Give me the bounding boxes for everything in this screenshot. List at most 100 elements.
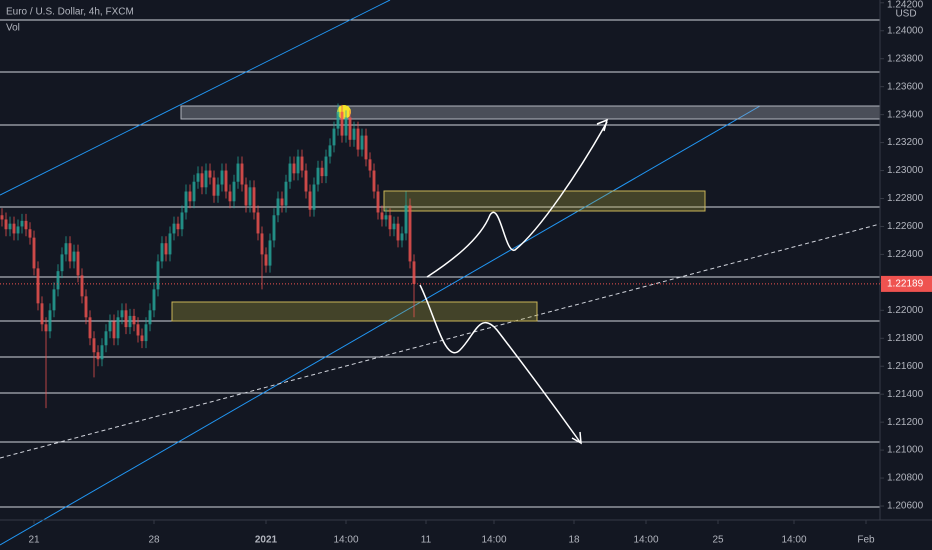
- x-tick-label: 28: [148, 535, 160, 546]
- candle-body: [272, 215, 276, 241]
- candle-body: [32, 237, 36, 269]
- candle-body: [92, 338, 96, 353]
- candle-body: [36, 268, 40, 304]
- candle-body: [216, 184, 220, 196]
- candle-body: [228, 191, 232, 202]
- candle-body: [224, 170, 228, 192]
- candle-body: [84, 296, 88, 318]
- candle-body: [20, 220, 24, 227]
- y-tick-label: 1.22800: [887, 193, 924, 204]
- candle-body: [108, 321, 112, 332]
- candle-body: [320, 167, 324, 177]
- indicator-label: Vol: [6, 23, 20, 34]
- candle-body: [8, 223, 12, 230]
- candle-body: [180, 212, 184, 230]
- y-tick-label: 1.22400: [887, 249, 924, 260]
- x-tick-label: 21: [28, 535, 40, 546]
- candle-body: [232, 181, 236, 202]
- candle-body: [276, 198, 280, 216]
- candle-body: [268, 240, 272, 266]
- candle-body: [24, 220, 28, 230]
- candle-body: [52, 289, 56, 311]
- last-price-label: 1.22189: [887, 279, 924, 290]
- candle-body: [344, 117, 348, 136]
- y-tick-label: 1.22600: [887, 221, 924, 232]
- candle-body: [352, 128, 356, 140]
- candle-body: [168, 233, 172, 255]
- x-tick-label: 2021: [255, 535, 278, 546]
- candle-body: [360, 135, 364, 150]
- candle-body: [64, 243, 68, 255]
- arrow-head: [596, 118, 609, 132]
- candle-body: [172, 223, 176, 234]
- candle-body: [188, 191, 192, 202]
- candle-body: [16, 226, 20, 234]
- channel-line: [0, 0, 391, 196]
- chart-title: Euro / U.S. Dollar, 4h, FXCM: [6, 7, 134, 18]
- last-price-tag: [881, 275, 932, 292]
- candle-body: [208, 170, 212, 178]
- candle-body: [160, 243, 164, 262]
- candle-body: [288, 163, 292, 182]
- candle-body: [412, 261, 416, 284]
- candle-body: [376, 191, 380, 213]
- candle-body: [148, 310, 152, 325]
- y-tick-label: 1.23800: [887, 53, 924, 64]
- y-tick-label: 1.21400: [887, 389, 924, 400]
- candle-body: [60, 254, 64, 272]
- y-tick-label: 1.23600: [887, 81, 924, 92]
- y-tick-label: 1.21200: [887, 417, 924, 428]
- candle-body: [296, 156, 300, 174]
- candle-body: [340, 111, 344, 136]
- candle-body: [104, 331, 108, 346]
- x-tick-label: 14:00: [781, 535, 806, 546]
- y-tick-label: 1.21000: [887, 445, 924, 456]
- candle-body: [176, 223, 180, 230]
- candle-body: [364, 135, 368, 160]
- candle-body: [120, 310, 124, 318]
- candle-body: [356, 128, 360, 150]
- x-tick-label: 25: [712, 535, 724, 546]
- x-tick-label: 11: [421, 535, 432, 546]
- candle-body: [48, 310, 52, 332]
- candle-body: [116, 317, 120, 339]
- candle-body: [312, 184, 316, 210]
- y-tick-label: 1.20600: [887, 501, 924, 512]
- candle-body: [40, 303, 44, 325]
- candle-body: [292, 163, 296, 174]
- y-tick-label: 1.24000: [887, 25, 924, 36]
- price-axis: [880, 0, 932, 550]
- x-tick-label: Feb: [857, 535, 875, 546]
- candle-body: [256, 212, 260, 234]
- y-tick-label: 1.21800: [887, 333, 924, 344]
- x-tick-label: 14:00: [481, 535, 506, 546]
- candle-body: [80, 275, 84, 297]
- candle-body: [372, 170, 376, 192]
- candle-body: [204, 170, 208, 188]
- candle-body: [260, 233, 264, 255]
- x-tick-label: 14:00: [333, 535, 358, 546]
- arrow: [426, 121, 608, 278]
- candle-body: [124, 310, 128, 328]
- candle-body: [284, 181, 288, 206]
- candles: [0, 103, 416, 409]
- candle-body: [184, 191, 188, 213]
- candle-body: [76, 251, 80, 276]
- trend-line: [0, 223, 881, 459]
- candle-body: [56, 271, 60, 290]
- candle-body: [280, 198, 284, 206]
- y-tick-label: 1.23000: [887, 165, 924, 176]
- candle-body: [324, 156, 328, 177]
- zone: [171, 301, 538, 322]
- candle-body: [100, 345, 104, 360]
- candle-body: [164, 243, 168, 255]
- candle-body: [88, 317, 92, 339]
- candle-body: [156, 261, 160, 290]
- candle-body: [316, 167, 320, 185]
- candle-body: [96, 352, 100, 360]
- candle-body: [240, 163, 244, 185]
- candle-body: [152, 289, 156, 311]
- candle-body: [380, 212, 384, 220]
